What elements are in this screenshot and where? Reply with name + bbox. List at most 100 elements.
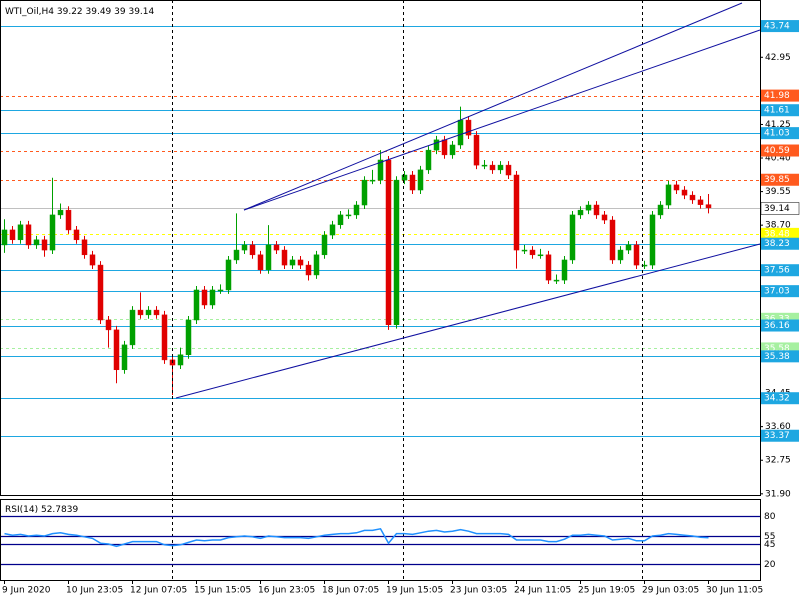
candle-body (369, 179, 376, 182)
candle-body (209, 289, 216, 306)
candle-body (353, 204, 360, 216)
x-tick-label: 16 Jun 23:05 (258, 586, 315, 596)
candle-body (249, 244, 256, 256)
candle-body (569, 214, 576, 261)
symbol: WTI_Oil,H4 (5, 7, 54, 17)
candle-body (1, 229, 8, 246)
candle-body (161, 314, 168, 361)
candle-body (289, 259, 296, 266)
candle-body (233, 249, 240, 261)
level-label: 38.48 (764, 229, 790, 239)
candle-body (649, 214, 656, 266)
candle-body (393, 179, 400, 325)
candle-body (49, 214, 56, 251)
candle-body (73, 229, 80, 241)
y-tick-label: 42.95 (765, 53, 791, 63)
rsi-tick-label: 80 (764, 512, 776, 522)
candle-body (689, 194, 696, 201)
candle-body (217, 289, 224, 292)
x-tick-label: 25 Jun 19:05 (578, 586, 635, 596)
x-tick-label: 19 Jun 15:05 (386, 586, 443, 596)
level-label: 43.74 (764, 22, 790, 32)
rsi-line (4, 527, 709, 548)
candle-body (673, 184, 680, 191)
candle-body (417, 169, 424, 191)
candle-body (65, 209, 72, 231)
y-tick-label: 38.70 (765, 221, 791, 231)
candle-body (497, 164, 504, 171)
level-label-box (761, 392, 799, 405)
rsi-tick-label: 45 (764, 540, 775, 550)
candle-body (89, 254, 96, 266)
level-label: 37.03 (764, 287, 790, 297)
candle-body (313, 254, 320, 276)
candle-body (337, 214, 344, 226)
candle-body (345, 214, 352, 217)
candle-body (257, 254, 264, 271)
rsi-name: RSI(14) (5, 505, 38, 515)
candle-body (625, 244, 632, 251)
y-tick-label: 39.55 (765, 187, 791, 197)
candle-body (545, 254, 552, 281)
x-tick-label: 30 Jun 11:05 (706, 586, 763, 596)
level-label-box (761, 264, 799, 277)
x-tick-label: 24 Jun 11:05 (514, 586, 571, 596)
x-tick-label: 15 Jun 15:05 (194, 586, 251, 596)
candle-body (145, 309, 152, 316)
candle-body (617, 249, 624, 261)
rsi-header: RSI(14) 52.7839 (5, 505, 78, 515)
candle-body (433, 139, 440, 151)
candle-body (105, 319, 112, 331)
level-label-box (761, 285, 799, 298)
y-tick-label: 31.90 (765, 489, 791, 499)
candle-body (193, 289, 200, 321)
candle-body (577, 209, 584, 216)
rsi-tick-label: 20 (764, 560, 776, 570)
rsi-panel-border (0, 499, 761, 581)
level-label: 33.37 (764, 431, 790, 441)
candle-body (473, 134, 480, 166)
y-tick-label: 32.75 (765, 456, 791, 466)
candle-body (361, 179, 368, 206)
level-label-box (761, 104, 799, 117)
x-tick-label: 18 Jun 07:05 (322, 586, 379, 596)
candle-body (377, 159, 384, 181)
candle-body (17, 224, 24, 241)
candle-body (201, 289, 208, 306)
rsi-tick-label: 55 (764, 532, 775, 542)
level-label: 35.38 (764, 352, 790, 362)
level-label-box (761, 144, 799, 157)
candle-body (81, 239, 88, 256)
header-open: 39.22 (57, 7, 83, 17)
last-price-label: 39.14 (764, 204, 790, 214)
candle-body (241, 244, 248, 251)
candle-body (137, 309, 144, 316)
level-label: 40.59 (764, 146, 790, 156)
candle-body (321, 234, 328, 256)
candle-body (633, 244, 640, 266)
level-label-box (761, 89, 799, 102)
chart-header: WTI_Oil,H4 39.22 39.49 39 39.14 (5, 7, 155, 17)
candle-body (305, 264, 312, 276)
candle-body (185, 319, 192, 356)
price-panel-border (0, 0, 761, 496)
x-tick-label: 12 Jun 07:05 (130, 586, 187, 596)
level-label: 41.03 (764, 129, 790, 139)
candle-body (281, 249, 288, 266)
x-tick-label: 29 Jun 03:05 (642, 586, 699, 596)
candle-body (505, 164, 512, 176)
level-label: 35.58 (764, 344, 790, 354)
candle-body (401, 174, 408, 181)
candle-body (385, 159, 392, 325)
candle-body (657, 204, 664, 216)
candle-body (441, 139, 448, 156)
candle-body (537, 254, 544, 257)
level-label: 41.98 (764, 91, 790, 101)
candle-body (409, 174, 416, 191)
candle-body (593, 204, 600, 216)
candle-body (329, 224, 336, 236)
candle-body (449, 144, 456, 156)
candle-body (665, 184, 672, 206)
y-tick-label: 40.40 (765, 154, 791, 164)
